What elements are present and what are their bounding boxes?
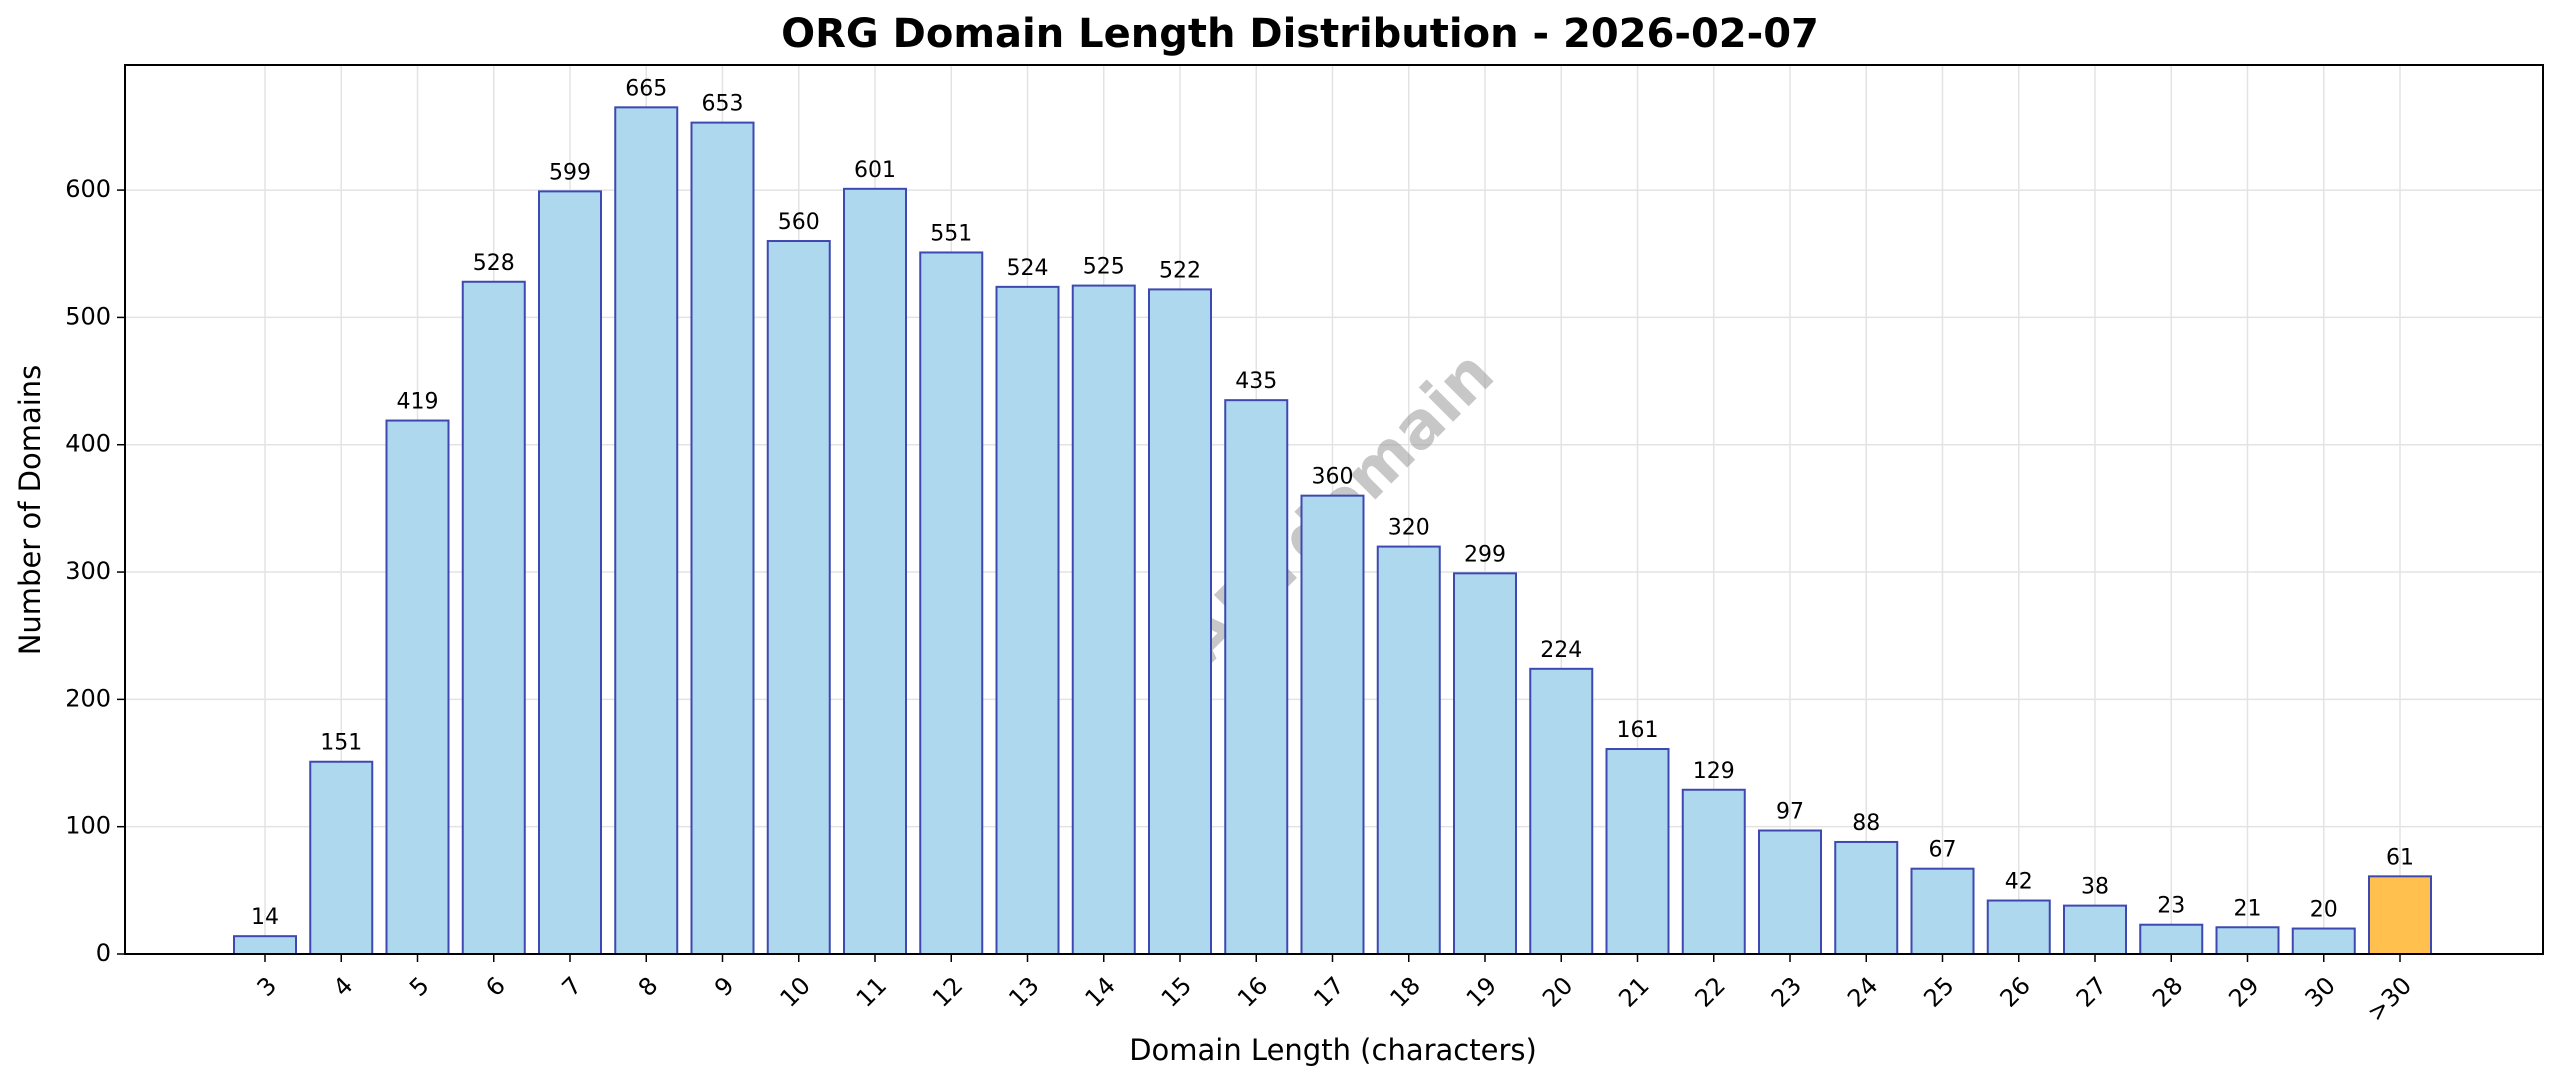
- x-tick-label: 7: [557, 971, 588, 1002]
- value-label: 320: [1388, 516, 1430, 541]
- bar: [1605, 748, 1670, 955]
- x-tick-label: 3: [252, 971, 283, 1002]
- chart-title: ORG Domain Length Distribution - 2026-02…: [781, 11, 1819, 57]
- bar: [843, 187, 907, 956]
- value-label: 20: [2310, 898, 2338, 923]
- x-tick-label: 27: [2071, 971, 2112, 1012]
- x-tick-label: 22: [1690, 971, 1731, 1012]
- x-tick-label: 25: [1918, 971, 1959, 1012]
- x-tick-label: 21: [1613, 971, 1654, 1012]
- bar: [1071, 284, 1136, 956]
- bar: [1529, 667, 1594, 955]
- y-tick-label: 400: [65, 430, 111, 458]
- x-tick-label: 30: [2300, 971, 2341, 1012]
- x-tick-label: 10: [775, 971, 816, 1012]
- value-label: 601: [854, 158, 896, 183]
- x-tick-label: 13: [1003, 971, 1044, 1012]
- plot-frame: [124, 64, 2544, 955]
- bar: [1376, 545, 1441, 956]
- bar: [385, 419, 450, 956]
- value-label: 224: [1540, 638, 1582, 663]
- bar: [233, 935, 297, 955]
- x-tick-label: 23: [1766, 971, 1807, 1012]
- x-tick-label: 15: [1156, 971, 1197, 1012]
- value-label: 38: [2081, 875, 2109, 900]
- bar: [1224, 399, 1289, 955]
- bar: [1986, 899, 2051, 955]
- bar: [1300, 494, 1365, 955]
- bar: [1681, 788, 1746, 955]
- bar: [2139, 923, 2204, 956]
- bar: [766, 240, 831, 956]
- bar: [1148, 288, 1212, 955]
- value-label: 435: [1235, 369, 1277, 394]
- x-tick-label: 17: [1308, 971, 1349, 1012]
- value-label: 525: [1083, 255, 1125, 280]
- x-tick-label: 28: [2147, 971, 2188, 1012]
- value-label: 21: [2234, 896, 2262, 921]
- value-label: 151: [320, 731, 362, 756]
- value-label: 67: [1929, 838, 1957, 863]
- bar: [690, 121, 755, 956]
- x-tick-label: >30: [2362, 971, 2418, 1027]
- bar: [2368, 875, 2432, 955]
- value-label: 524: [1007, 256, 1049, 281]
- value-label: 360: [1312, 465, 1354, 490]
- y-tick-label: 500: [65, 302, 111, 330]
- x-tick-label: 14: [1080, 971, 1121, 1012]
- x-tick-label: 11: [851, 971, 892, 1012]
- bar: [614, 106, 679, 956]
- bar: [919, 251, 984, 955]
- bar: [538, 190, 602, 955]
- x-tick-label: 16: [1232, 971, 1273, 1012]
- x-tick-label: 5: [404, 971, 435, 1002]
- bar: [2291, 927, 2356, 955]
- x-tick-label: 9: [709, 971, 740, 1002]
- x-tick-label: 24: [1842, 971, 1883, 1012]
- value-label: 522: [1159, 258, 1201, 283]
- x-tick-label: 19: [1461, 971, 1502, 1012]
- x-tick-label: 8: [633, 971, 664, 1002]
- value-label: 14: [251, 905, 279, 930]
- value-label: 88: [1852, 811, 1880, 836]
- bar: [995, 285, 1060, 956]
- value-label: 299: [1464, 542, 1506, 567]
- value-label: 560: [778, 210, 820, 235]
- x-tick-label: 12: [927, 971, 968, 1012]
- x-tick-label: 26: [1995, 971, 2036, 1012]
- x-tick-label: 18: [1385, 971, 1426, 1012]
- bar: [461, 280, 526, 955]
- value-label: 161: [1617, 718, 1659, 743]
- value-label: 551: [930, 221, 972, 246]
- value-label: 129: [1693, 759, 1735, 784]
- bar: [2063, 904, 2127, 955]
- value-label: 419: [397, 390, 439, 415]
- x-axis-label: Domain Length (characters): [1129, 1033, 1537, 1067]
- bar: [1453, 572, 1517, 955]
- x-tick-label: 6: [480, 971, 511, 1002]
- bar: [309, 760, 374, 956]
- value-label: 528: [473, 251, 515, 276]
- x-tick-label: 4: [328, 971, 359, 1002]
- y-tick-label: 0: [96, 939, 111, 967]
- y-tick-label: 300: [65, 557, 111, 585]
- bar: [1758, 829, 1822, 956]
- value-label: 653: [702, 92, 744, 117]
- value-label: 665: [625, 76, 667, 101]
- value-label: 42: [2005, 870, 2033, 895]
- value-label: 97: [1776, 800, 1804, 825]
- y-tick-label: 200: [65, 684, 111, 712]
- bar: [1910, 867, 1975, 955]
- y-tick-label: 600: [65, 175, 111, 203]
- y-axis-label: Number of Domains: [13, 365, 47, 656]
- y-tick-label: 100: [65, 812, 111, 840]
- bar: [1834, 840, 1899, 955]
- value-label: 599: [549, 160, 591, 185]
- value-label: 23: [2157, 894, 2185, 919]
- x-tick-label: 20: [1537, 971, 1578, 1012]
- value-label: 61: [2386, 845, 2414, 870]
- bar: [2215, 926, 2280, 956]
- x-tick-label: 29: [2223, 971, 2264, 1012]
